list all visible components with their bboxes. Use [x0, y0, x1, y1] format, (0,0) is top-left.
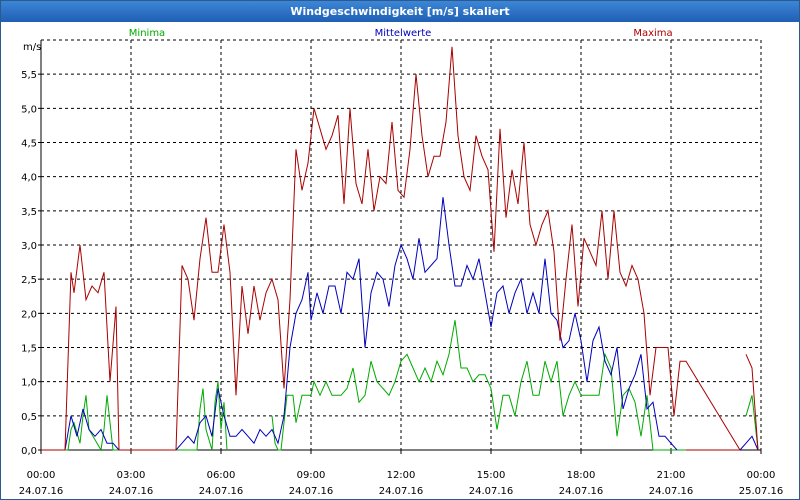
x-tick-time: 03:00	[117, 470, 146, 481]
legend-minima: Minima	[129, 28, 165, 39]
series-line-mittelwerte	[175, 197, 678, 451]
x-tick-time: 18:00	[567, 470, 596, 481]
y-tick-label: 0,5	[21, 412, 37, 423]
series-line-minima	[271, 320, 740, 451]
series-line-minima	[41, 381, 228, 452]
y-tick-label: 0,0	[21, 446, 37, 457]
x-tick-time: 09:00	[297, 470, 326, 481]
y-ticks: 0,0 0,5 1,0 1,5 2,0 2,5 3,0 3,5 4,0 4,5 5,0 5,5	[21, 70, 41, 457]
y-tick-label: 5,0	[21, 104, 37, 115]
x-tick-time: 15:00	[477, 470, 506, 481]
y-tick-label: 4,5	[21, 139, 37, 150]
legend: Minima Mittelwerte Maxima	[129, 28, 673, 39]
series-line-mittelwerte	[41, 408, 120, 451]
y-axis-label: m/s	[23, 42, 41, 53]
series-line-maxima	[175, 46, 741, 451]
x-tick-time: 06:00	[207, 470, 236, 481]
x-tick-time: 21:00	[657, 470, 686, 481]
series-line-maxima	[745, 354, 759, 451]
series-line-minima	[745, 395, 759, 451]
x-tick-date: 24.07.16	[289, 486, 334, 497]
x-tick-date: 24.07.16	[559, 486, 604, 497]
wind-speed-chart: m/s 0,0 0,5 1,0 1,5 2,0 2,5 3,0 3,5 4,0 4,5 5,0 5,5…	[19, 28, 784, 497]
x-tick-date: 24.07.16	[109, 486, 154, 497]
x-tick-date: 25.07.16	[739, 486, 784, 497]
series-line-maxima	[41, 244, 120, 451]
y-tick-label: 1,5	[21, 344, 37, 355]
x-tick-date: 24.07.16	[199, 486, 244, 497]
series	[41, 46, 759, 452]
y-tick-label: 3,0	[21, 241, 37, 252]
x-tick-date: 24.07.16	[649, 486, 694, 497]
x-tick-time: 12:00	[387, 470, 416, 481]
y-tick-label: 2,5	[21, 275, 37, 286]
x-tick-time: 00:00	[27, 470, 56, 481]
y-tick-label: 2,0	[21, 309, 37, 320]
legend-maxima: Maxima	[633, 28, 672, 39]
y-tick-label: 5,5	[21, 70, 37, 81]
series-line-mittelwerte	[739, 435, 759, 451]
legend-mittelwerte: Mittelwerte	[375, 28, 432, 39]
x-tick-date: 24.07.16	[469, 486, 514, 497]
chart-title: Windgeschwindigkeit [m/s] skaliert	[1, 1, 799, 22]
y-tick-label: 1,0	[21, 378, 37, 389]
x-tick-time: 00:00	[747, 470, 776, 481]
x-ticks: 00:00 24.07.16 03:00 24.07.16 06:00 24.07.16 0…	[19, 450, 784, 497]
y-tick-label: 4,0	[21, 173, 37, 184]
y-tick-label: 3,5	[21, 207, 37, 218]
x-tick-date: 24.07.16	[379, 486, 424, 497]
x-tick-date: 24.07.16	[19, 486, 64, 497]
